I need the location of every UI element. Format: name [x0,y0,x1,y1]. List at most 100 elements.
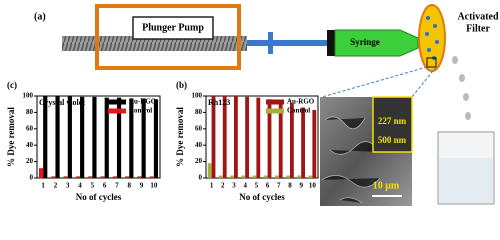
bar [308,175,313,178]
bar [297,175,302,178]
bar [80,96,85,178]
pump-label: Plunger Pump [142,22,204,33]
bar [211,96,216,178]
panel-label: (c) [7,80,17,90]
connector-plate [268,32,273,54]
legend-label: Control [287,107,310,115]
chart-title: Rh123 [208,98,230,107]
bar [63,176,68,178]
bar [207,163,212,178]
x-tick-label: 5 [91,182,95,190]
x-tick-label: 4 [78,182,82,190]
x-tick-label: 5 [255,182,259,190]
y-tick-label: 20 [195,157,203,165]
x-tick-label: 10 [150,182,158,190]
x-tick-label: 9 [140,182,144,190]
x-tick-label: 8 [128,182,132,190]
x-tick-label: 6 [266,182,270,190]
legend-swatch [108,108,126,114]
legend-label: Au-RGO [287,98,315,106]
bar [129,98,134,178]
x-axis-label: No of cycles [239,192,285,202]
legend-label: Control [129,107,152,115]
bar [112,176,117,178]
bar [241,175,246,178]
bar [55,96,60,178]
bar [92,96,97,178]
bar [230,175,234,178]
x-tick-label: 10 [309,182,317,190]
y-tick-label: 40 [195,141,203,149]
bar [252,175,257,178]
x-tick-label: 2 [221,182,225,190]
scale-label: 227 nm [378,116,407,126]
bar [88,176,93,178]
scale-label: 500 nm [378,135,407,145]
scale-label: 10 μm [373,180,400,191]
y-tick-label: 60 [26,124,34,132]
pump-label-box [132,16,214,40]
bar [290,103,294,178]
syringe [334,29,419,57]
chart-title: Crystal violet [39,98,85,107]
y-axis-label: % Dye removal [6,107,16,167]
bar [116,97,122,178]
filter-dots [425,16,439,60]
bar [67,96,72,178]
bar [256,97,261,178]
bar [51,176,56,178]
zoom-line [411,66,437,98]
plot-frame [205,95,319,179]
y-axis-label: % Dye removal [175,107,185,167]
beaker-liquid [439,158,493,203]
syringe-label: Syringe [350,37,380,47]
panel-label: (a) [34,11,46,22]
filter-label: Activated [457,11,499,22]
bar [218,175,223,178]
y-tick-label: 0 [199,174,203,182]
legend-swatch [266,99,284,105]
bar [141,98,146,178]
bar [104,97,109,178]
plunger [327,30,335,56]
x-tick-label: 7 [115,182,119,190]
filter-label: Filter [466,23,490,34]
sem-texture [321,116,381,204]
y-tick-label: 0 [30,174,34,182]
bar [38,168,44,178]
bar [301,107,306,178]
x-tick-label: 8 [288,182,292,190]
y-tick-label: 100 [192,92,203,100]
filter-zoom-box [426,57,437,68]
x-tick-label: 1 [41,182,45,190]
bar [312,109,317,178]
legend-swatch [266,108,284,114]
x-tick-label: 6 [103,182,107,190]
pump-box [95,4,241,70]
y-tick-label: 80 [195,108,203,116]
legend-label: Au-RGO [129,98,157,106]
x-tick-label: 3 [66,182,70,190]
plot-frame [36,95,161,179]
filter [418,4,446,72]
x-axis-label: No of cycles [76,192,122,202]
y-tick-label: 20 [26,157,34,165]
legend-swatch [108,99,126,105]
y-tick-label: 60 [195,124,203,132]
bar [43,96,48,178]
bar [125,176,130,178]
connector [247,40,327,46]
y-tick-label: 80 [26,108,34,116]
figure: (a) Plunger Pump Syringe Activated Filte… [6,4,499,206]
droplets [452,56,471,120]
bar [274,175,279,178]
x-tick-label: 1 [210,182,214,190]
bar [222,96,227,178]
bar [137,176,142,178]
x-tick-label: 4 [243,182,247,190]
bar [286,175,290,178]
bar [278,100,283,178]
bar [100,176,105,178]
bar [153,99,159,178]
bar [75,176,81,178]
